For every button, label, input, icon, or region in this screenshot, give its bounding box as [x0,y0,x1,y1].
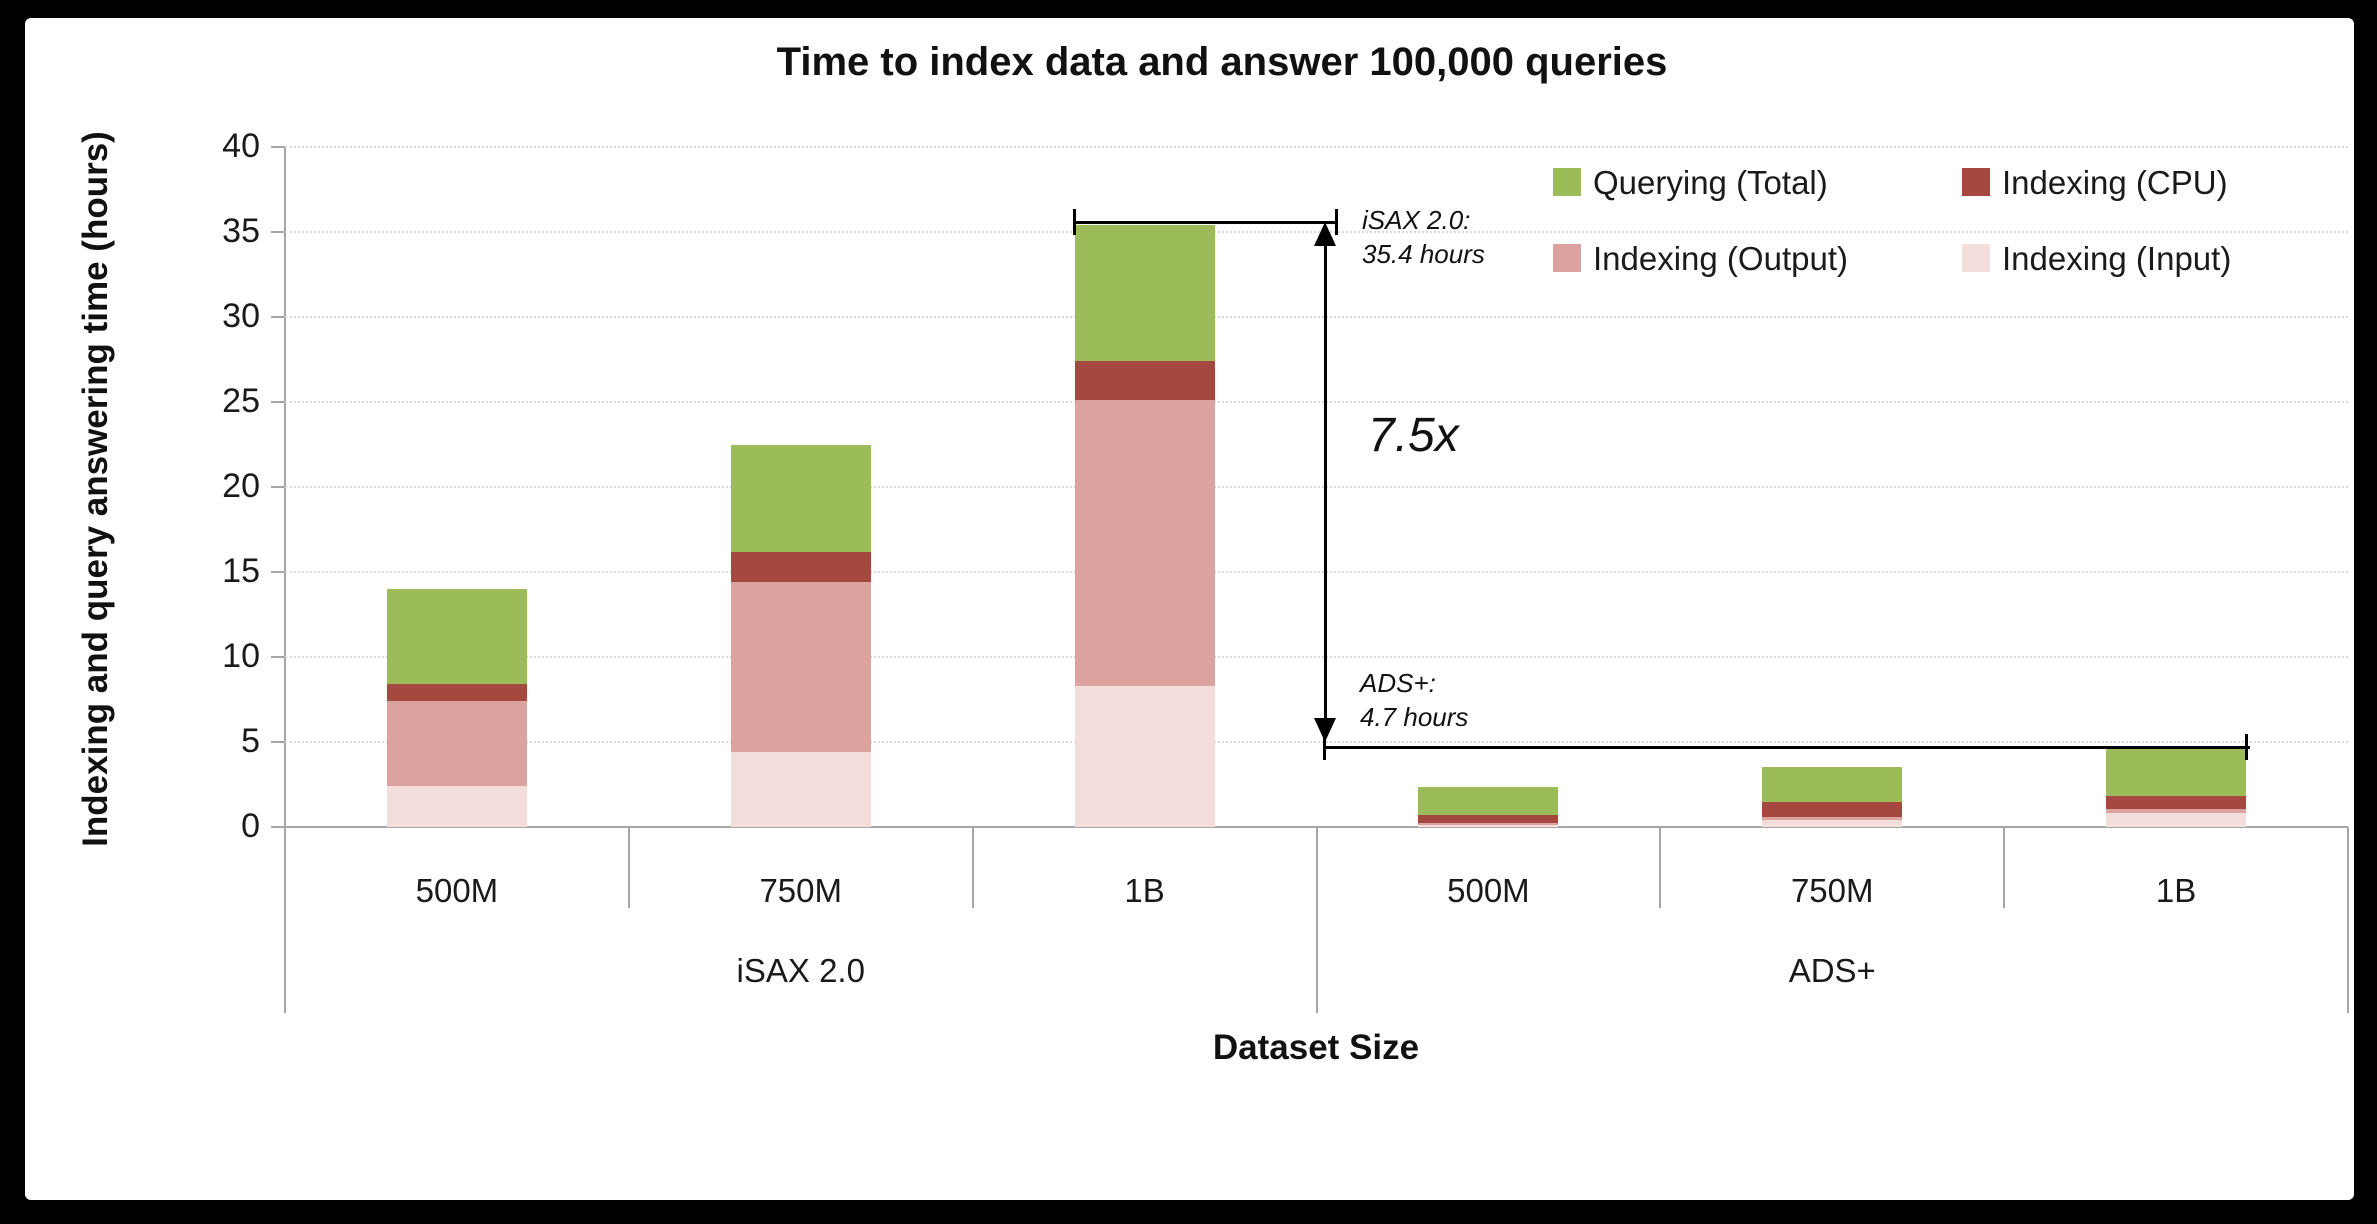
bar-4-indexing-output- [1762,816,1903,821]
bar-0-indexing-cpu- [386,684,527,702]
y-tick-mark-40 [271,146,285,148]
category-separator-0 [284,827,286,1013]
x-category-label-1: 750M [759,872,843,909]
y-tick-mark-0 [271,826,285,828]
y-tick-label-0: 0 [241,807,260,845]
ads-total-note: ADS+: 4.7 hours [1360,666,1468,734]
legend-swatch-3 [1553,244,1581,272]
x-group-label-isax-2-0: iSAX 2.0 [736,952,865,989]
isax-total-note: iSAX 2.0: 35.4 hours [1362,203,1485,271]
isax-total-note-line2: 35.4 hours [1362,239,1485,269]
x-group-label-ads-: ADS+ [1788,952,1876,989]
gridline-10 [285,656,2348,658]
legend-item-indexing-input-: Indexing (Input) [1962,240,2377,277]
legend-label-3: Indexing (Output) [1593,240,1848,277]
gridline-40 [285,146,2348,148]
speedup-arrow-shaft [1324,238,1327,726]
bar-1-indexing-cpu- [730,551,871,583]
y-tick-label-40: 40 [222,127,260,165]
y-tick-label-35: 35 [222,212,260,250]
ads-total-line-left-cap [1323,734,1326,760]
y-tick-mark-15 [271,571,285,573]
isax-total-line [1074,221,1338,224]
ads-total-line [1325,746,2250,749]
legend-label-4: Indexing (Input) [2002,240,2232,277]
y-tick-label-20: 20 [222,467,260,505]
category-separator-2 [971,827,974,908]
x-category-label-2: 1B [1124,872,1165,909]
legend-swatch-4 [1962,244,1990,272]
bar-4-indexing-cpu- [1762,802,1903,817]
ads-total-note-line2: 4.7 hours [1360,702,1469,732]
bar-5-indexing-input- [2106,813,2247,827]
bar-1-indexing-input- [730,752,871,827]
bar-2-indexing-cpu- [1074,361,1215,401]
bar-1-querying-total- [730,444,871,552]
category-separator-3 [1315,827,1318,1013]
bar-3-querying-total- [1418,787,1559,816]
gridline-5 [285,741,2348,743]
category-separator-1 [627,827,630,908]
y-tick-mark-35 [271,231,285,233]
bar-4-querying-total- [1762,766,1903,803]
isax-total-note-line1: iSAX 2.0: [1362,205,1471,235]
y-tick-label-15: 15 [222,552,260,590]
gridline-15 [285,571,2348,573]
y-axis-title: Indexing and query answering time (hours… [76,131,115,847]
gridline-30 [285,316,2348,318]
category-separator-4 [1659,827,1662,908]
legend-label-2: Indexing (CPU) [2002,164,2228,201]
isax-total-line-left-cap [1073,209,1076,235]
y-tick-label-25: 25 [222,382,260,420]
bar-2-querying-total- [1074,225,1215,362]
speedup-label: 7.5x [1368,409,1459,462]
ads-total-note-line1: ADS+: [1360,668,1436,698]
x-category-label-4: 750M [1790,872,1874,909]
legend-swatch-1 [1553,168,1581,196]
bar-2-indexing-input- [1074,685,1215,827]
y-tick-mark-20 [271,486,285,488]
x-axis-title: Dataset Size [1212,1028,1420,1067]
y-tick-label-30: 30 [222,297,260,335]
bar-4-indexing-input- [1762,820,1903,827]
bar-0-querying-total- [386,589,527,685]
gridline-25 [285,401,2348,403]
bar-3-indexing-input- [1418,825,1559,827]
legend-item-indexing-output-: Indexing (Output) [1553,240,1973,277]
bar-5-indexing-output- [2106,809,2247,814]
category-separator-6 [2347,827,2349,1013]
gridline-20 [285,486,2348,488]
bar-5-querying-total- [2106,747,2247,797]
legend-swatch-2 [1962,168,1990,196]
speedup-arrow-up-head [1314,222,1336,246]
y-tick-label-10: 10 [222,637,260,675]
isax-total-line-right-cap [1335,209,1338,235]
ads-total-line-right-cap [2245,734,2248,760]
bar-1-indexing-output- [730,582,871,753]
bar-3-indexing-cpu- [1418,815,1559,823]
y-tick-mark-25 [271,401,285,403]
bar-0-indexing-output- [386,701,527,787]
chart-title: Time to index data and answer 100,000 qu… [776,40,1668,84]
legend-item-querying-total-: Querying (Total) [1553,164,1973,201]
legend-item-indexing-cpu-: Indexing (CPU) [1962,164,2377,201]
y-tick-mark-5 [271,741,285,743]
bar-2-indexing-output- [1074,400,1215,686]
y-tick-label-5: 5 [241,722,260,760]
x-category-label-0: 500M [415,872,499,909]
category-separator-5 [2003,827,2006,908]
bar-5-indexing-cpu- [2106,796,2247,810]
x-category-label-3: 500M [1447,872,1530,909]
bar-3-indexing-output- [1418,822,1559,826]
x-category-label-5: 1B [2155,872,2197,909]
bar-0-indexing-input- [386,786,527,827]
legend-label-1: Querying (Total) [1593,164,1828,201]
y-tick-mark-30 [271,316,285,318]
y-tick-mark-10 [271,656,285,658]
speedup-arrow-down-head [1314,718,1336,742]
